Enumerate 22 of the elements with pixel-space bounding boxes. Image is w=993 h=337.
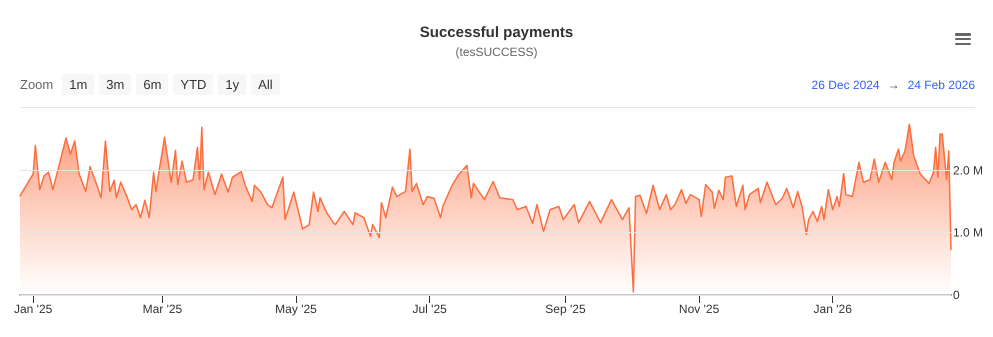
text: 6m (136, 74, 168, 95)
y-tick-label: 1.0 M (953, 226, 984, 240)
text: 26 Dec 2024 (812, 78, 880, 92)
x-tick-label: May '25 (275, 302, 318, 316)
x-tick-label: Jan '25 (14, 302, 53, 316)
y-tick-label: 2.0 M (953, 163, 984, 178)
text: → (888, 78, 900, 92)
text: 1m (62, 74, 94, 95)
x-tick-label: Jan '26 (814, 302, 852, 316)
text: 24 Feb 2026 (908, 78, 975, 92)
x-tick-label: Jul '25 (412, 302, 448, 316)
y-tick-label: 0 (953, 288, 960, 302)
x-tick-label: Sep '25 (545, 302, 586, 316)
x-tick-label: Nov '25 (678, 302, 720, 316)
text: YTD (173, 74, 214, 95)
chart-title: Successful payments (420, 24, 574, 41)
text: 1y (218, 74, 246, 95)
text: 3m (99, 74, 132, 95)
text: Zoom (20, 77, 54, 92)
chart-subtitle: (tesSUCCESS) (455, 45, 538, 59)
x-tick-label: Mar '25 (142, 302, 183, 316)
text: All (251, 74, 280, 95)
